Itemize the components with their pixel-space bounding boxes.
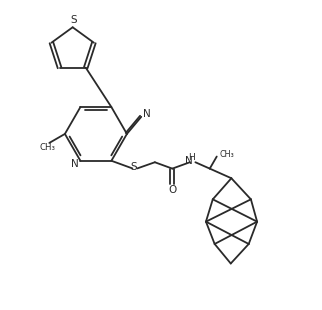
Text: O: O <box>168 185 176 195</box>
Text: S: S <box>130 162 137 172</box>
Text: N: N <box>185 156 193 166</box>
Text: CH₃: CH₃ <box>219 149 234 158</box>
Text: N: N <box>71 159 79 170</box>
Text: CH₃: CH₃ <box>40 143 55 152</box>
Text: N: N <box>143 109 151 119</box>
Text: H: H <box>188 153 195 162</box>
Text: S: S <box>70 16 77 25</box>
